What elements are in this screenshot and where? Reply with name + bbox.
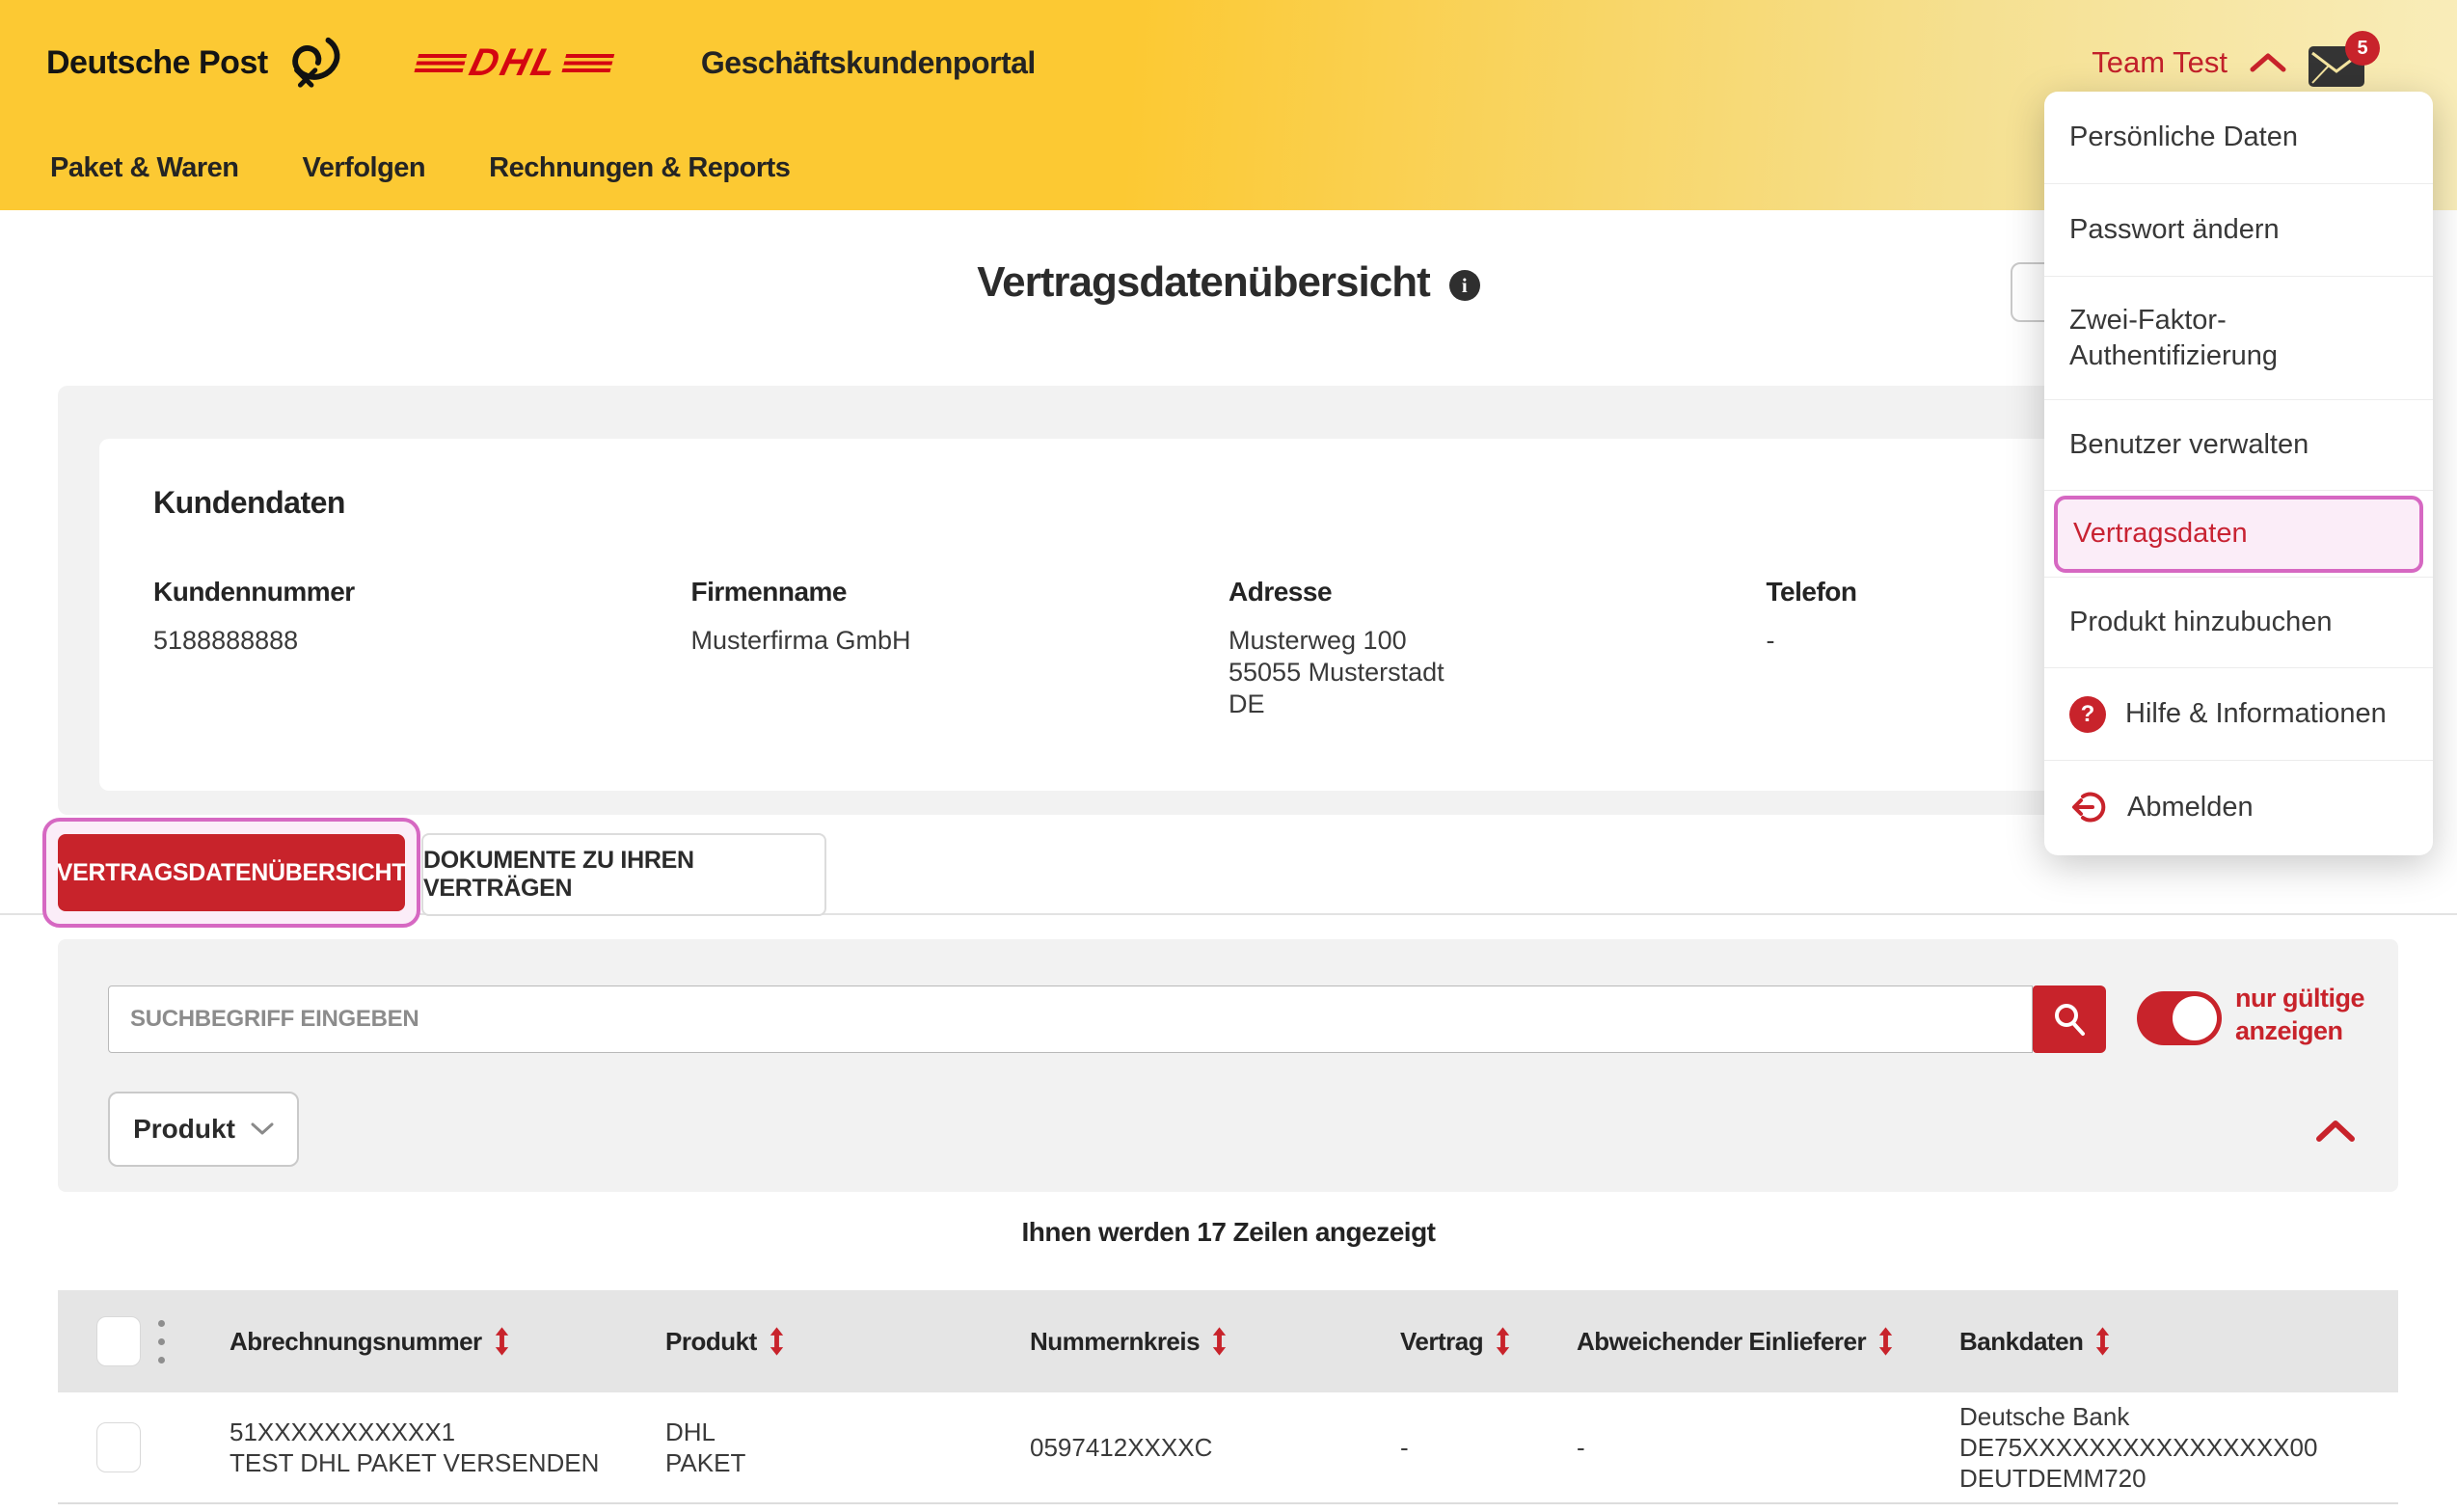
user-area: Team Test 5 (2092, 31, 2411, 87)
sort-icon[interactable] (1211, 1327, 1228, 1356)
tab-vertragsdatenuebersicht[interactable]: VERTRAGSDATENÜBERSICHT (57, 834, 407, 911)
cell-produkt: DHL PAKET (665, 1418, 746, 1477)
field-label: Kundennummer (153, 577, 355, 607)
nav-item-rechnungen-reports[interactable]: Rechnungen & Reports (489, 151, 791, 183)
customer-card-heading: Kundendaten (153, 485, 345, 520)
user-dropdown-menu: Persönliche Daten Passwort ändern Zwei-F… (2044, 92, 2433, 855)
cell-vertrag: - (1400, 1433, 1409, 1462)
notification-badge: 5 (2345, 31, 2380, 66)
posthorn-icon (291, 37, 340, 88)
column-header-nummernkreis[interactable]: Nummernkreis (1030, 1327, 1400, 1357)
field-value: 5188888888 (153, 626, 299, 655)
field-value: Musterweg 100 55055 Musterstadt DE (1228, 625, 1767, 720)
field-label: Telefon (1766, 577, 1857, 607)
field-firmenname: Firmenname Musterfirma GmbH (691, 577, 1229, 720)
page-title: Vertragsdatenübersicht (977, 258, 1430, 306)
table-row[interactable]: 51XXXXXXXXXXX1 TEST DHL PAKET VERSENDEN … (58, 1392, 2398, 1504)
nav-item-paket-waren[interactable]: Paket & Waren (50, 151, 239, 183)
tab-dokumente[interactable]: DOKUMENTE ZU IHREN VERTRÄGEN (421, 833, 826, 916)
header-top-row: Deutsche Post DHL Geschäftskundenportal … (0, 0, 2457, 125)
cell-bankdaten: Deutsche Bank DE75XXXXXXXXXXXXXXXX00 DEU… (1959, 1402, 2318, 1493)
page-title-row: Vertragsdatenübersicht i (0, 258, 2457, 307)
customer-data-panel: Kundendaten Kundennummer 5188888888 Firm… (58, 386, 2398, 815)
select-all-checkbox[interactable] (96, 1316, 141, 1366)
column-header-bankdaten[interactable]: Bankdaten (1959, 1327, 2360, 1357)
search-input[interactable] (108, 986, 2033, 1053)
menu-item-benutzer-verwalten[interactable]: Benutzer verwalten (2044, 399, 2433, 490)
field-label: Adresse (1228, 577, 1333, 607)
sort-icon[interactable] (769, 1327, 785, 1356)
dhl-stripes-right-icon (561, 53, 615, 72)
address-line: Musterweg 100 (1228, 626, 1407, 655)
menu-item-vertragsdaten[interactable]: Vertragsdaten (2044, 490, 2433, 577)
row-checkbox[interactable] (96, 1422, 141, 1472)
vertragsdaten-highlight[interactable]: Vertragsdaten (2054, 495, 2423, 573)
dhl-logo[interactable]: DHL (412, 41, 617, 84)
nav-item-verfolgen[interactable]: Verfolgen (302, 151, 426, 183)
sort-icon[interactable] (2094, 1327, 2111, 1356)
dhl-stripes-left-icon (414, 53, 468, 72)
chevron-down-icon (251, 1122, 274, 1135)
field-label: Firmenname (690, 577, 848, 607)
column-header-vertrag[interactable]: Vertrag (1400, 1327, 1577, 1357)
search-icon (2055, 1004, 2085, 1036)
menu-item-hilfe[interactable]: ? Hilfe & Informationen (2044, 667, 2433, 760)
toggle-knob (2173, 996, 2217, 1040)
column-header-abweichender-einlieferer[interactable]: Abweichender Einlieferer (1577, 1327, 1959, 1357)
field-value: - (1766, 626, 1775, 655)
row-count-text: Ihnen werden 17 Zeilen angezeigt (1021, 1217, 1437, 1247)
dhl-logo-text: DHL (465, 41, 564, 84)
sort-icon[interactable] (494, 1327, 510, 1356)
main-nav: Paket & Waren Verfolgen Rechnungen & Rep… (0, 125, 2457, 210)
valid-only-toggle-label: nur gültige anzeigen (2235, 984, 2364, 1045)
column-header-produkt[interactable]: Produkt (665, 1327, 1030, 1357)
product-filter-label: Produkt (133, 1114, 235, 1144)
chevron-up-icon[interactable] (2249, 52, 2287, 73)
help-icon: ? (2069, 695, 2106, 733)
user-menu-trigger[interactable]: Team Test (2092, 45, 2228, 79)
menu-item-produkt-hinzubuchen[interactable]: Produkt hinzubuchen (2044, 577, 2433, 667)
menu-item-persoenliche-daten[interactable]: Persönliche Daten (2069, 122, 2298, 152)
filter-panel: nur gültige anzeigen Produkt (58, 939, 2398, 1192)
table-header-row: Abrechnungsnummer Produkt Nummernkreis V… (58, 1290, 2398, 1392)
cell-nummernkreis: 0597412XXXXC (1030, 1433, 1213, 1462)
search-button[interactable] (2033, 986, 2106, 1053)
tabs-divider (0, 913, 2457, 915)
active-tab-highlight-ring: VERTRAGSDATENÜBERSICHT (42, 818, 420, 928)
info-icon[interactable]: i (1448, 270, 1480, 301)
portal-title: Geschäftskundenportal (700, 44, 1036, 80)
sort-icon[interactable] (1877, 1327, 1894, 1356)
address-line: DE (1228, 689, 1265, 718)
customer-card-grid: Kundennummer 5188888888 Firmenname Muste… (153, 577, 2304, 720)
cell-abweichender-einlieferer: - (1577, 1433, 1585, 1462)
collapse-filters-chevron-icon[interactable] (2314, 1119, 2357, 1144)
product-filter-dropdown[interactable]: Produkt (108, 1092, 299, 1167)
field-kundennummer: Kundennummer 5188888888 (153, 577, 691, 720)
messages-button[interactable]: 5 (2308, 31, 2380, 87)
logout-icon (2072, 792, 2106, 823)
valid-only-toggle[interactable] (2137, 991, 2222, 1045)
field-value: Musterfirma GmbH (690, 626, 911, 655)
customer-data-card: Kundendaten Kundennummer 5188888888 Firm… (99, 439, 2358, 791)
sort-icon[interactable] (1495, 1327, 1511, 1356)
kebab-menu-icon[interactable] (158, 1319, 185, 1364)
menu-item-zwei-faktor[interactable]: Zwei-Faktor-Authentifizierung (2044, 276, 2433, 399)
cell-abrechnungsnummer: 51XXXXXXXXXXX1 TEST DHL PAKET VERSENDEN (230, 1418, 600, 1477)
menu-item-abmelden[interactable]: Abmelden (2044, 760, 2433, 853)
column-header-abrechnungsnummer[interactable]: Abrechnungsnummer (230, 1327, 665, 1357)
address-line: 55055 Musterstadt (1228, 658, 1444, 687)
menu-item-passwort-aendern[interactable]: Passwort ändern (2044, 183, 2433, 276)
deutsche-post-logo[interactable]: Deutsche Post (46, 43, 268, 81)
field-telefon: Telefon - (1767, 577, 2305, 720)
field-adresse: Adresse Musterweg 100 55055 Musterstadt … (1228, 577, 1767, 720)
